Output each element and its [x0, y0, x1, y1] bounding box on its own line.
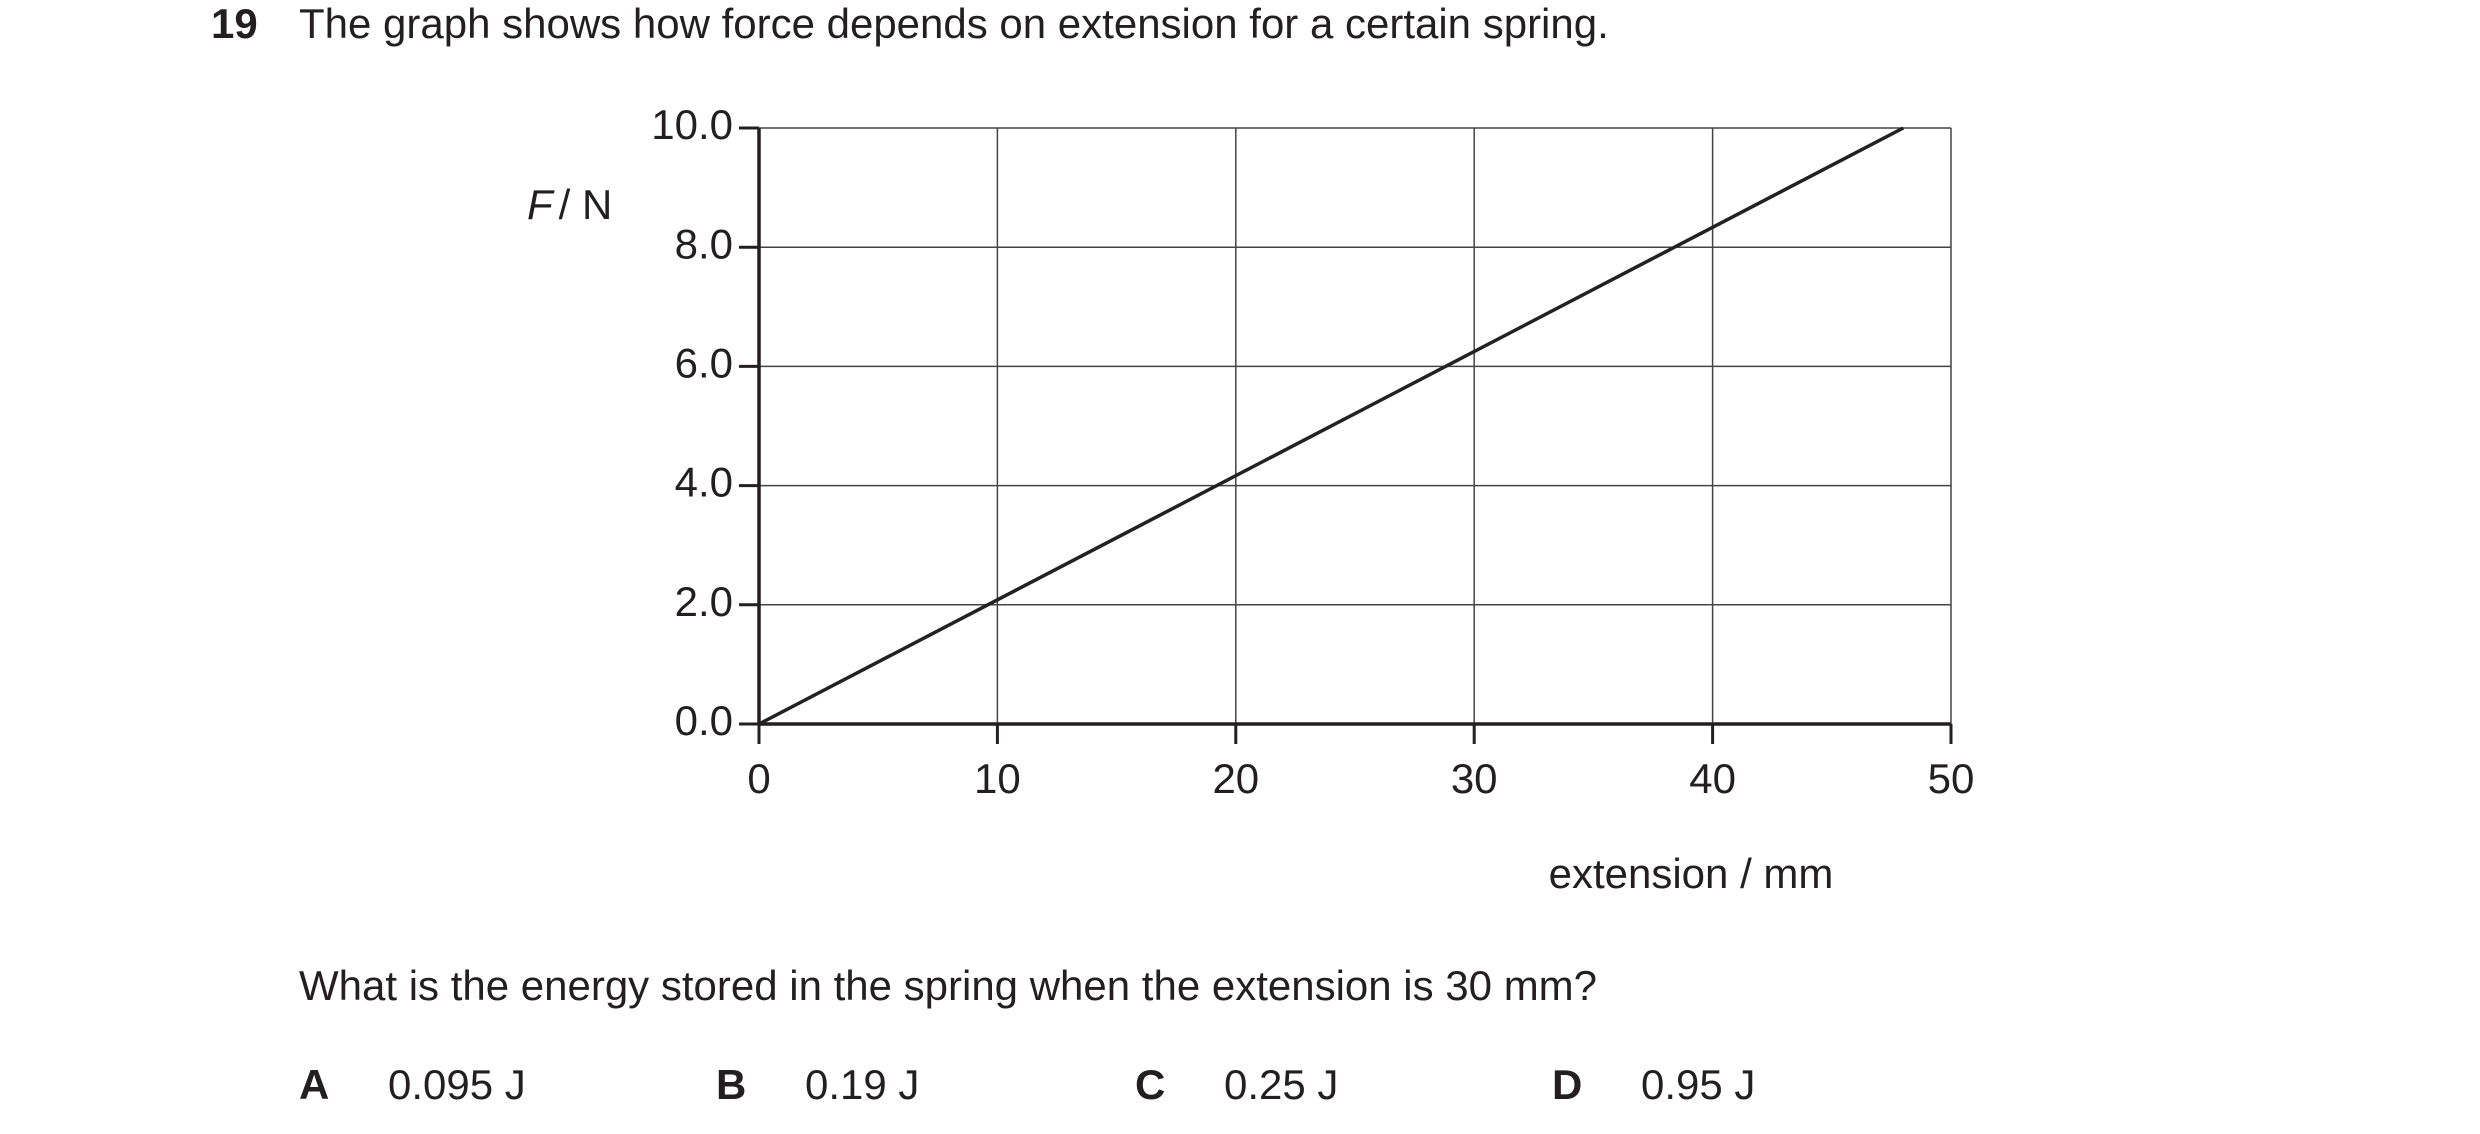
x-tick-label: 40	[1689, 755, 1736, 802]
x-tick-label: 0	[747, 755, 770, 802]
y-tick-label: 4.0	[675, 459, 733, 506]
option-text[interactable]: 0.095 J	[388, 1061, 526, 1108]
y-axis-label: F / N	[527, 181, 612, 228]
question-number: 19	[211, 0, 258, 47]
option-text[interactable]: 0.95 J	[1641, 1061, 1755, 1108]
y-tick-label: 2.0	[675, 578, 733, 625]
y-tick-label: 8.0	[675, 220, 733, 267]
x-tick-label: 50	[1928, 755, 1975, 802]
y-axis-unit: / N	[559, 181, 613, 228]
options: A 0.095 J B 0.19 J C 0.25 J D 0.95 J	[299, 1061, 1755, 1108]
question-text: The graph shows how force depends on ext…	[299, 0, 1609, 47]
x-tick-label: 30	[1451, 755, 1498, 802]
y-tick-label: 10.0	[651, 101, 733, 148]
option-letter[interactable]: C	[1135, 1061, 1165, 1108]
x-tick-label: 10	[974, 755, 1021, 802]
data-line	[758, 126, 1905, 726]
y-tick-label: 6.0	[675, 339, 733, 386]
x-axis-label: extension / mm	[1549, 850, 1834, 897]
option-letter[interactable]: A	[299, 1061, 329, 1108]
option-text[interactable]: 0.19 J	[805, 1061, 919, 1108]
x-tick-label: 20	[1212, 755, 1259, 802]
y-axis-symbol: F	[527, 181, 555, 228]
y-tick-label: 0.0	[675, 697, 733, 744]
question-prompt: What is the energy stored in the spring …	[299, 962, 1597, 1009]
option-text[interactable]: 0.25 J	[1224, 1061, 1338, 1108]
option-letter[interactable]: B	[716, 1061, 746, 1108]
option-letter[interactable]: D	[1552, 1061, 1582, 1108]
